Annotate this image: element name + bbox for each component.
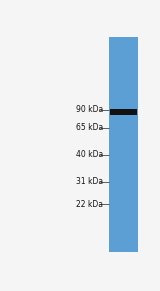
Text: 22 kDa: 22 kDa — [76, 200, 103, 209]
Bar — [110, 109, 137, 115]
Text: 31 kDa: 31 kDa — [76, 177, 103, 186]
Text: 40 kDa: 40 kDa — [76, 150, 103, 159]
Bar — [109, 37, 138, 252]
Text: 65 kDa: 65 kDa — [76, 123, 103, 132]
Text: 90 kDa: 90 kDa — [76, 105, 103, 114]
